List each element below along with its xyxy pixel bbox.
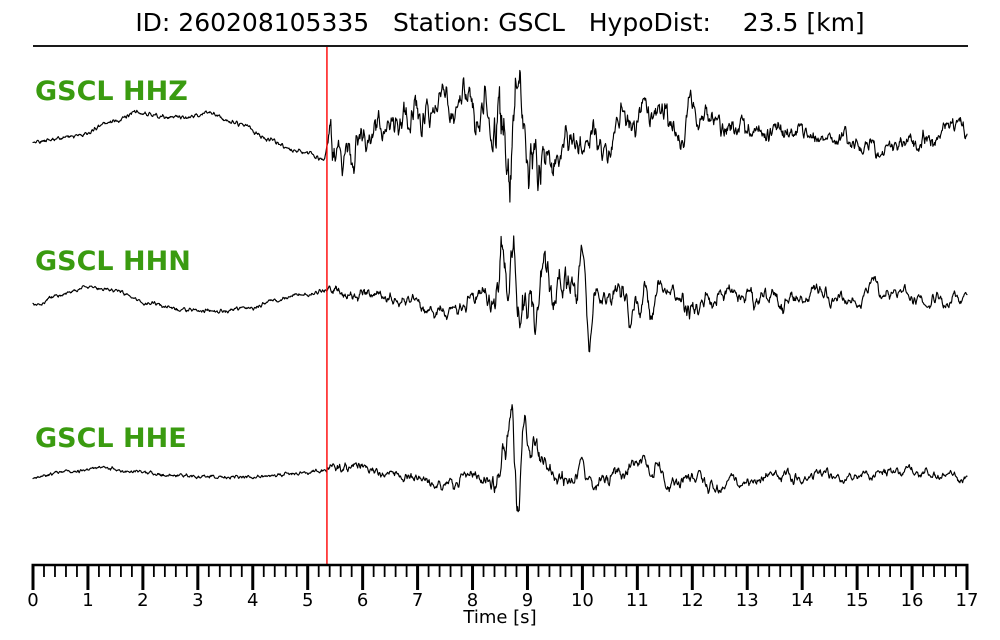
x-tick-label: 16 xyxy=(901,590,924,611)
x-tick-label: 1 xyxy=(82,590,93,611)
x-tick-label: 17 xyxy=(956,590,979,611)
waveform-trace-hhz[interactable] xyxy=(32,69,968,203)
x-tick-label: 10 xyxy=(571,590,594,611)
x-tick-label: 12 xyxy=(681,590,704,611)
x-tick-label: 8 xyxy=(467,590,478,611)
waveform-trace-hhn[interactable] xyxy=(32,235,968,353)
channel-label-hhn: GSCL HHN xyxy=(35,246,191,277)
x-tick-label: 9 xyxy=(522,590,533,611)
traces-group xyxy=(32,69,968,513)
x-tick-label: 4 xyxy=(247,590,258,611)
waveform-trace-hhe[interactable] xyxy=(32,404,968,513)
x-tick-label: 15 xyxy=(846,590,869,611)
time-axis: 0 1 2 3 4 5 6 7 8 9 10 11 12 13 14 15 16 17 xyxy=(27,563,979,611)
x-axis-title: Time [s] xyxy=(462,607,536,628)
figure-title: ID: 260208105335 Station: GSCL HypoDist:… xyxy=(135,8,864,37)
x-tick-label: 0 xyxy=(27,590,38,611)
x-tick-label: 3 xyxy=(192,590,203,611)
channel-label-hhz: GSCL HHZ xyxy=(35,76,188,107)
x-tick-label: 7 xyxy=(412,590,423,611)
x-tick-label: 11 xyxy=(626,590,649,611)
x-tick-label: 14 xyxy=(791,590,814,611)
channel-label-hhe: GSCL HHE xyxy=(35,423,187,454)
x-tick-label: 13 xyxy=(736,590,759,611)
x-tick-label: 2 xyxy=(137,590,148,611)
x-tick-label: 6 xyxy=(357,590,368,611)
x-tick-label: 5 xyxy=(302,590,313,611)
